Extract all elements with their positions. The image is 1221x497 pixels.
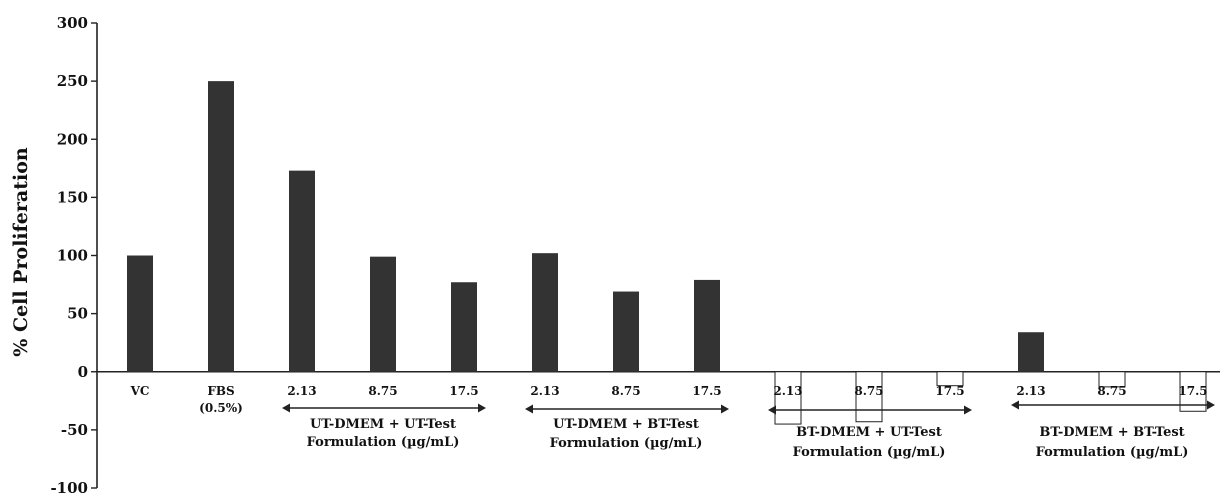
y-tick-label: -100	[50, 479, 88, 497]
x-tick-sublabel: (0.5%)	[199, 401, 243, 415]
group-label-line2: Formulation (µg/mL)	[307, 435, 460, 450]
bar-0	[127, 255, 153, 372]
group-arrow-right-head	[721, 404, 729, 414]
x-tick-label: 17.5	[692, 384, 721, 398]
bar-8	[774, 371, 802, 425]
bar-7	[694, 279, 720, 372]
group-arrow-left-head	[282, 403, 290, 413]
bar-10	[936, 371, 964, 387]
group-label-line2: Formulation (µg/mL)	[793, 445, 946, 460]
x-tick-label: 2.13	[773, 384, 802, 398]
x-tick-label: 2.13	[287, 384, 316, 398]
bar-9	[855, 371, 883, 423]
group-arrow-right-head	[478, 403, 486, 413]
x-tick-labels: VC FBS (0.5%) 2.13 8.75 17.5 2.13 8.75 17.5 2.13 8…	[130, 384, 1208, 415]
x-tick-label: 17.5	[1178, 384, 1207, 398]
bar-6	[613, 291, 639, 372]
x-tick-label: 2.13	[530, 384, 559, 398]
bar-12	[1098, 371, 1126, 388]
y-tick-label: 200	[57, 130, 88, 148]
y-tick-label: -50	[61, 421, 88, 439]
x-tick-label: 8.75	[368, 384, 397, 398]
group-arrow-right-head	[1207, 400, 1215, 410]
y-tick-label: 0	[78, 363, 88, 381]
group-label-line2: Formulation (µg/mL)	[550, 436, 703, 451]
x-tick-label: VC	[130, 384, 150, 398]
x-tick-label: FBS	[207, 384, 234, 398]
group-annotations: UT-DMEM + UT-Test Formulation (µg/mL) UT-D…	[282, 400, 1215, 460]
group-arrow-left-head	[525, 404, 533, 414]
x-tick-label: 8.75	[611, 384, 640, 398]
group-arrow-left-head	[768, 405, 776, 415]
group-label-line1: BT-DMEM + BT-Test	[1039, 425, 1184, 440]
bar-1	[208, 81, 234, 372]
y-tick-label: 150	[57, 188, 88, 206]
y-tick-label: 50	[67, 305, 88, 323]
bar-5	[532, 253, 558, 372]
y-tick-label: 100	[57, 247, 88, 265]
y-axis-label: % Cell Proliferation	[10, 147, 32, 357]
y-tick-label: 300	[57, 14, 88, 32]
bar-4	[451, 282, 477, 372]
group-label-line2: Formulation (µg/mL)	[1036, 445, 1189, 460]
x-tick-label: 8.75	[1097, 384, 1126, 398]
bar-11	[1018, 332, 1044, 372]
group-label-line1: UT-DMEM + UT-Test	[310, 417, 456, 432]
bar-2	[289, 170, 315, 372]
group-arrow-right-head	[964, 405, 972, 415]
x-tick-label: 17.5	[449, 384, 478, 398]
x-tick-label: 8.75	[854, 384, 883, 398]
x-tick-label: 17.5	[935, 384, 964, 398]
group-label-line1: BT-DMEM + UT-Test	[796, 425, 942, 440]
x-tick-label: 2.13	[1016, 384, 1045, 398]
bars	[127, 81, 1207, 425]
group-label-line1: UT-DMEM + BT-Test	[553, 417, 699, 432]
y-tick-label: 250	[57, 72, 88, 90]
group-arrow-left-head	[1011, 400, 1019, 410]
bar-3	[370, 256, 396, 372]
